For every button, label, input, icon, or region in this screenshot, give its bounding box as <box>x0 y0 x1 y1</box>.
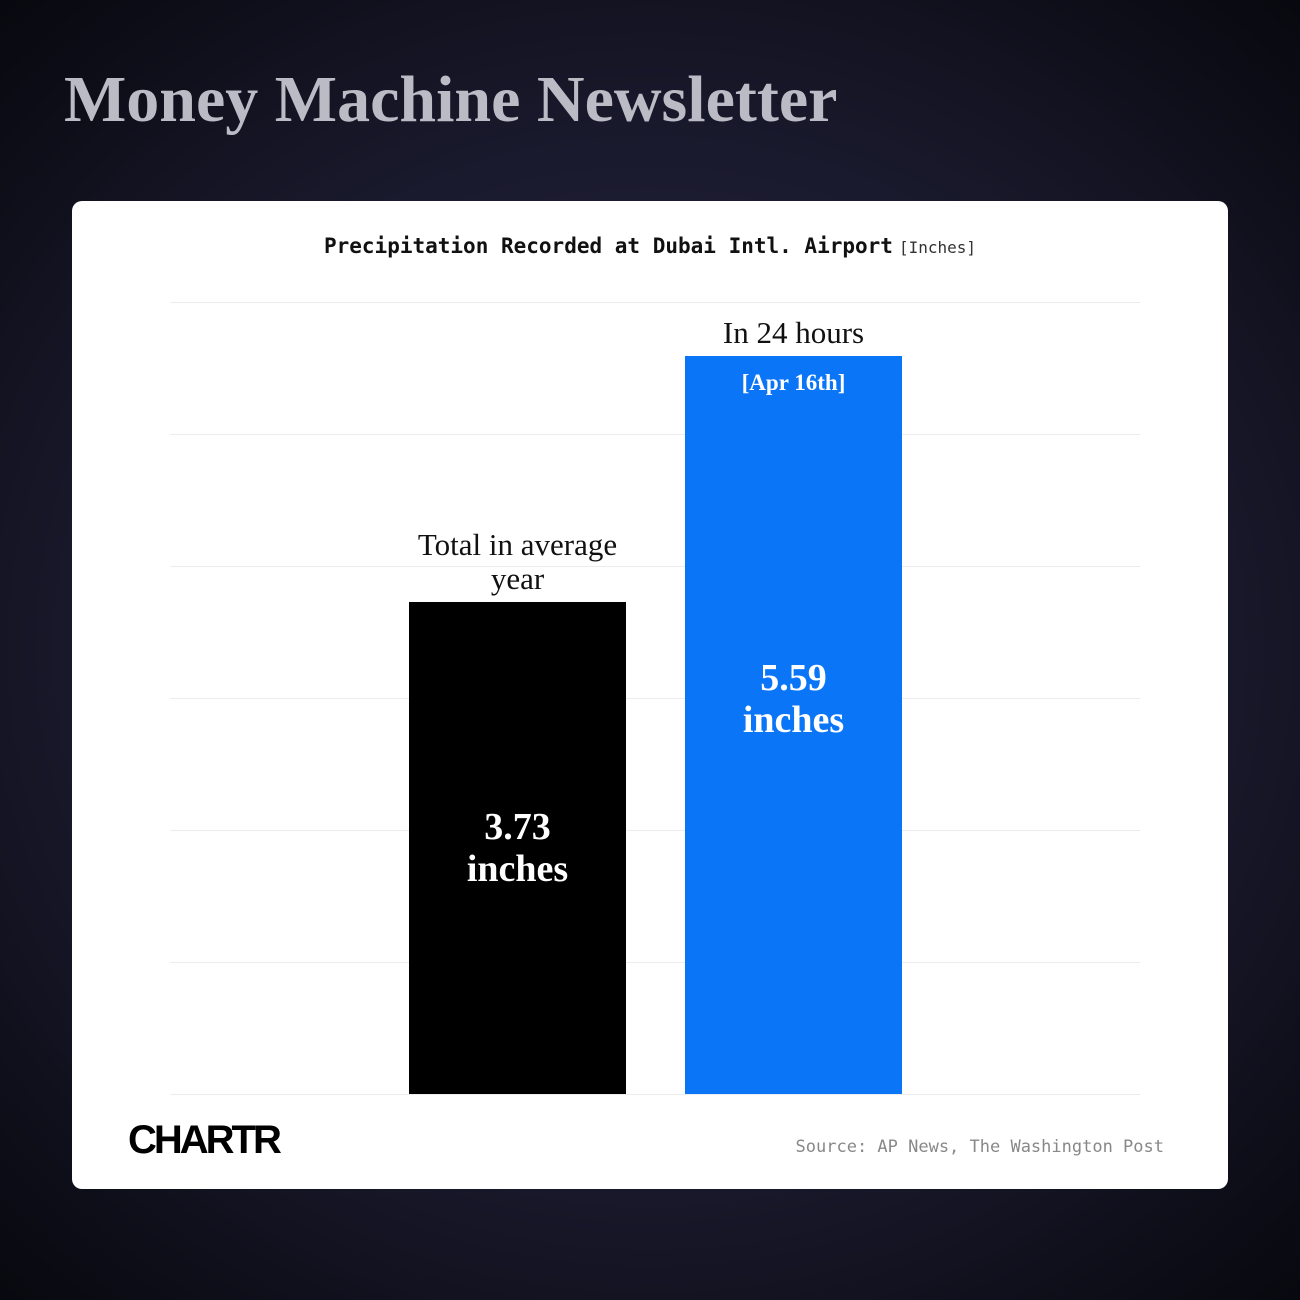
bar <box>409 601 626 1094</box>
logo: CHARTR <box>128 1118 282 1162</box>
chart-card <box>72 201 1228 1189</box>
grid-line <box>170 1094 1140 1095</box>
category-label: In 24 hours <box>722 315 865 351</box>
category-label: Total in average year <box>417 526 618 596</box>
chart-title: Precipitation Recorded at Dubai Intl. Ai… <box>323 234 893 258</box>
grid-line <box>170 302 1140 303</box>
grid-line <box>170 698 1140 699</box>
grid-line <box>170 962 1140 963</box>
bar <box>685 356 902 1094</box>
grid-line <box>170 434 1140 435</box>
source: Source: AP News, The Washington Post <box>795 1137 1164 1157</box>
grid-line <box>170 566 1140 567</box>
value-label: 5.59 inches <box>742 657 845 742</box>
chart-unit: [Inches] <box>898 238 976 257</box>
annotation: [Apr 16th] <box>741 370 846 396</box>
value-label: 3.73 inches <box>466 805 569 890</box>
header-title: Money Machine Newsletter <box>64 63 838 136</box>
grid-line <box>170 830 1140 831</box>
chart-title-row: Precipitation Recorded at Dubai Intl. Ai… <box>0 234 1300 258</box>
